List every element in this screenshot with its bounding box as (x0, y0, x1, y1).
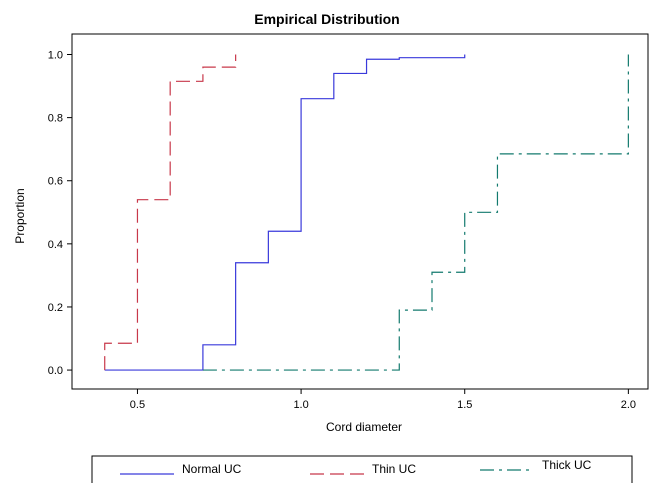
legend-label-thick-uc: Thick UC (542, 458, 592, 472)
y-axis-label: Proportion (13, 188, 27, 243)
series-layer (104, 54, 629, 371)
y-tick-label: 0.8 (48, 113, 63, 125)
x-axis: 0.5 1.0 1.5 2.0 (130, 389, 636, 411)
x-tick-label: 0.5 (130, 399, 145, 411)
y-tick-label: 0.2 (48, 302, 63, 314)
x-tick-label: 1.0 (293, 399, 308, 411)
legend: Normal UC Thin UC Thick UC (91, 455, 633, 483)
x-axis-label: Cord diameter (326, 420, 402, 434)
x-tick-label: 2.0 (621, 399, 636, 411)
series-line-thick-uc (202, 54, 629, 371)
y-tick-label: 0.0 (48, 365, 63, 377)
legend-box (91, 455, 633, 483)
y-axis: 0.0 0.2 0.4 0.6 0.8 1.0 (48, 50, 72, 377)
y-tick-label: 1.0 (48, 50, 63, 62)
plot-frame (71, 33, 649, 390)
x-tick-label: 1.5 (457, 399, 472, 411)
chart-title: Empirical Distribution (254, 11, 399, 27)
series-line-normal-uc (104, 54, 466, 371)
legend-label-thin-uc: Thin UC (372, 462, 416, 476)
y-tick-label: 0.4 (48, 239, 63, 251)
y-tick-label: 0.6 (48, 176, 63, 188)
legend-label-normal-uc: Normal UC (182, 462, 242, 476)
series-line-thin-uc (104, 54, 237, 371)
